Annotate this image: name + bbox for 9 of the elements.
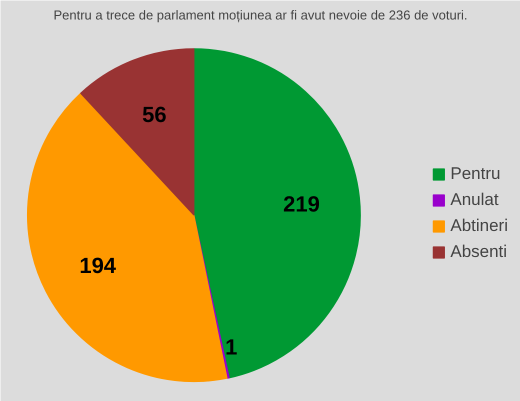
- data-label: 219: [283, 192, 320, 217]
- data-label: 56: [142, 102, 167, 127]
- legend-label: Anulat: [450, 190, 499, 210]
- legend-label: Abtineri: [450, 216, 508, 236]
- chart-title: Pentru a trece de parlament moțiunea ar fi avut nevoie de 236 de voturi.: [53, 8, 468, 22]
- data-label: 194: [79, 252, 117, 278]
- data-label: 1: [225, 334, 238, 360]
- legend-label: Absenti: [450, 242, 508, 262]
- legend-label: Pentru: [450, 164, 500, 184]
